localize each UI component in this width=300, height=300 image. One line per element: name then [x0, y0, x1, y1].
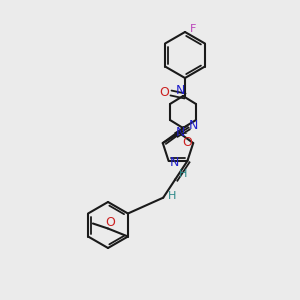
Text: O: O [105, 216, 115, 229]
Text: H: H [179, 169, 188, 179]
Text: H: H [168, 191, 176, 201]
Text: N: N [175, 85, 185, 98]
Text: O: O [159, 85, 169, 98]
Text: N: N [189, 119, 198, 132]
Text: C: C [180, 126, 188, 136]
Text: N: N [170, 156, 179, 170]
Text: F: F [190, 24, 196, 34]
Text: O: O [182, 136, 192, 148]
Text: N: N [175, 127, 185, 140]
